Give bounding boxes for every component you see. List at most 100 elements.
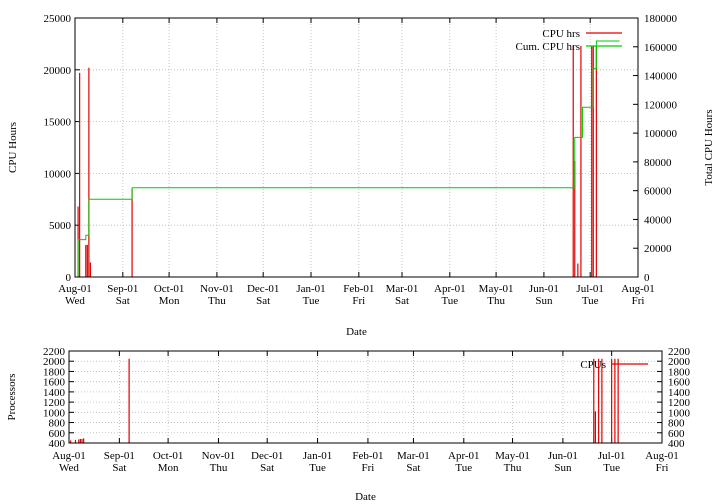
y2-tick-label: 100000 <box>644 128 678 140</box>
x-tick-day: Mon <box>159 295 180 307</box>
y2-tick-label: 60000 <box>644 186 672 198</box>
y-tick-label: 10000 <box>44 168 72 180</box>
x-tick-day: Sat <box>256 295 270 307</box>
y-tick-label: 400 <box>49 438 66 450</box>
x-tick-label: Aug-01 <box>58 283 92 295</box>
x-tick-label: Aug-01 <box>645 450 679 462</box>
y-tick-label: 600 <box>49 428 66 440</box>
y2-tick-label: 140000 <box>644 71 678 83</box>
y2-tick-label: 20000 <box>644 243 672 255</box>
x-tick-day: Wed <box>59 462 79 474</box>
x-tick-label: Aug-01 <box>52 450 86 462</box>
x-tick-day: Tue <box>455 462 472 474</box>
x-tick-label: Feb-01 <box>343 283 374 295</box>
y2-tick-label: 1200 <box>668 397 691 409</box>
x-tick-label: Aug-01 <box>621 283 655 295</box>
x-tick-day: Tue <box>603 462 620 474</box>
y2-tick-label: 2200 <box>668 346 691 358</box>
y-tick-label: 2200 <box>43 346 66 358</box>
x-tick-day: Thu <box>208 295 226 307</box>
y-tick-label: 15000 <box>44 117 72 129</box>
y2-tick-label: 800 <box>668 418 685 430</box>
y2-tick-label: 180000 <box>644 13 678 25</box>
cpu-hours-chart: Aug-01WedSep-01SatOct-01MonNov-01ThuDec-… <box>7 13 715 338</box>
y-tick-label: 1200 <box>43 397 66 409</box>
x-tick-day: Fri <box>632 295 645 307</box>
x-tick-label: May-01 <box>495 450 530 462</box>
x-tick-label: Feb-01 <box>352 450 383 462</box>
y2-tick-label: 1600 <box>668 377 691 389</box>
y2-tick-label: 80000 <box>644 157 672 169</box>
x-tick-label: Sep-01 <box>104 450 135 462</box>
x-tick-day: Mon <box>158 462 179 474</box>
x-tick-day: Thu <box>210 462 228 474</box>
y-tick-label: 20000 <box>44 65 72 77</box>
x-tick-label: Dec-01 <box>247 283 279 295</box>
y2-tick-label: 1400 <box>668 387 691 399</box>
x-tick-label: Jul-01 <box>576 283 604 295</box>
x-tick-day: Sun <box>554 462 572 474</box>
x-axis-title: Date <box>346 326 367 338</box>
plot-frame <box>68 350 663 444</box>
y-axis-title: CPU Hours <box>7 122 19 173</box>
x-tick-label: Oct-01 <box>153 450 184 462</box>
x-tick-label: Jul-01 <box>598 450 626 462</box>
x-tick-label: Mar-01 <box>397 450 430 462</box>
x-tick-day: Sat <box>116 295 130 307</box>
legend-label: Cum. CPU hrs <box>516 41 581 53</box>
y-tick-label: 2000 <box>43 356 66 368</box>
x-tick-day: Tue <box>441 295 458 307</box>
y-tick-label: 800 <box>49 418 66 430</box>
x-tick-day: Sat <box>395 295 409 307</box>
legend-label: CPUs <box>580 359 606 371</box>
y2-tick-label: 1000 <box>668 407 691 419</box>
y-tick-label: 1400 <box>43 387 66 399</box>
y-tick-label: 1600 <box>43 377 66 389</box>
y2-tick-label: 160000 <box>644 42 678 54</box>
y2-axis-title: Total CPU Hours <box>703 109 715 185</box>
y2-tick-label: 400 <box>668 438 685 450</box>
y-tick-label: 1800 <box>43 366 66 378</box>
y2-tick-label: 120000 <box>644 99 678 111</box>
x-tick-label: Mar-01 <box>386 283 419 295</box>
y-tick-label: 5000 <box>49 220 72 232</box>
legend-label: CPU hrs <box>542 28 580 40</box>
x-tick-day: Fri <box>362 462 375 474</box>
x-tick-day: Sat <box>406 462 420 474</box>
x-tick-day: Sat <box>260 462 274 474</box>
x-tick-label: Nov-01 <box>202 450 236 462</box>
x-tick-label: May-01 <box>479 283 514 295</box>
x-tick-day: Fri <box>352 295 365 307</box>
x-tick-day: Thu <box>504 462 522 474</box>
x-tick-label: Jun-01 <box>529 283 559 295</box>
x-tick-day: Thu <box>487 295 505 307</box>
x-tick-day: Tue <box>303 295 320 307</box>
x-tick-day: Tue <box>309 462 326 474</box>
y-tick-label: 0 <box>66 272 72 284</box>
y-axis-title: Processors <box>6 373 18 420</box>
x-tick-label: Oct-01 <box>154 283 185 295</box>
x-axis-title: Date <box>355 491 376 503</box>
x-tick-label: Apr-01 <box>448 450 480 462</box>
x-tick-label: Jun-01 <box>548 450 578 462</box>
x-tick-day: Wed <box>65 295 85 307</box>
x-tick-day: Tue <box>582 295 599 307</box>
x-tick-label: Jan-01 <box>296 283 325 295</box>
y2-tick-label: 1800 <box>668 366 691 378</box>
processors-chart: Aug-01WedSep-01SatOct-01MonNov-01ThuDec-… <box>6 346 691 503</box>
x-tick-day: Sun <box>535 295 553 307</box>
y-tick-label: 1000 <box>43 407 66 419</box>
y2-tick-label: 40000 <box>644 214 672 226</box>
x-tick-day: Fri <box>656 462 669 474</box>
y-tick-label: 25000 <box>44 13 72 25</box>
y2-tick-label: 600 <box>668 428 685 440</box>
y2-tick-label: 2000 <box>668 356 691 368</box>
y2-tick-label: 0 <box>644 272 650 284</box>
x-tick-label: Nov-01 <box>200 283 234 295</box>
x-tick-label: Jan-01 <box>303 450 332 462</box>
x-tick-label: Apr-01 <box>434 283 466 295</box>
x-tick-day: Sat <box>112 462 126 474</box>
cumulative-series-line <box>75 40 620 278</box>
x-tick-label: Sep-01 <box>107 283 138 295</box>
